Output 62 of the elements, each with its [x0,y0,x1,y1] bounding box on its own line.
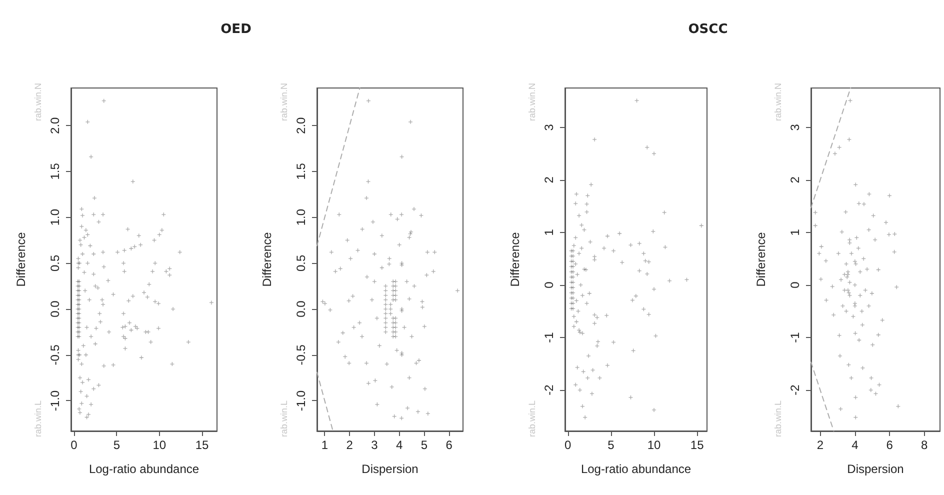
x-tick-label: 1 [321,438,328,452]
text: rab.win.L [773,400,783,437]
y-tick-label: 1.5 [48,162,62,180]
y-tick-label: 0.5 [294,254,308,272]
y-tick-label: 2.0 [48,116,62,134]
text: rab.win.N [527,82,537,121]
x-tick-label: 6 [446,438,453,452]
x-axis-title: Dispersion [362,462,418,476]
y-tick-label: 2 [788,176,802,184]
x-tick-label: 6 [886,438,894,452]
y-axis-title: Difference [508,232,522,287]
y-tick-label: 0 [788,281,802,288]
x-tick-label: 3 [371,438,378,452]
x-axis-title: Log-ratio abundance [88,462,200,476]
y-tick-label: -0.5 [48,344,62,366]
y-tick-label: 3 [542,124,556,131]
x-tick-label: 5 [113,438,120,452]
y-tick-label: 0.5 [48,254,62,272]
text: rab.win.N [773,82,783,121]
y-tick-label: -1 [542,332,556,343]
x-tick-label: 0 [564,438,572,452]
y-tick-label: -1.0 [48,390,62,412]
y-tick-label: -2 [542,384,556,396]
x-tick-label: 10 [647,438,662,452]
x-tick-label: 5 [420,438,428,452]
x-axis-title: Dispersion [847,462,904,476]
text: rab.win.L [527,400,537,437]
y-tick-label: 3 [788,124,802,131]
y-tick-label: 0.0 [294,300,308,318]
x-tick-label: 2 [346,438,354,452]
x-tick-label: 2 [816,438,824,452]
y-tick-label: 2 [542,176,556,184]
x-tick-label: 15 [195,438,210,452]
y-tick-label: -2 [788,384,802,396]
y-tick-label: 0 [542,281,556,288]
y-axis-title: Difference [754,232,768,287]
y-tick-label: -1.0 [294,390,308,412]
y-axis-title: Difference [260,232,274,287]
y-tick-label: 1.0 [294,208,308,226]
y-axis-title: Difference [14,232,28,287]
y-tick-label: 1.5 [294,162,308,180]
x-axis-title: Log-ratio abundance [580,462,692,476]
text: rab.win.N [279,82,289,121]
y-tick-label: 1.0 [48,208,62,226]
chart-title: OSCC [688,22,728,37]
x-tick-label: 4 [852,438,859,452]
x-tick-label: 15 [690,438,704,452]
text: rab.win.N [33,82,43,121]
text: rab.win.L [33,400,43,437]
x-tick-label: 10 [152,438,166,452]
x-tick-label: 0 [70,438,78,452]
y-tick-label: 2.0 [294,116,308,134]
x-tick-label: 8 [921,438,928,452]
y-tick-label: -1 [788,332,802,343]
y-tick-label: 1 [788,228,802,236]
y-tick-label: 1 [542,228,556,236]
y-tick-label: 0.0 [48,300,62,318]
x-tick-label: 4 [396,438,403,452]
y-tick-label: -0.5 [294,344,308,366]
x-tick-label: 5 [608,438,615,452]
chart-title: OED [220,22,252,37]
text: rab.win.L [279,400,289,437]
